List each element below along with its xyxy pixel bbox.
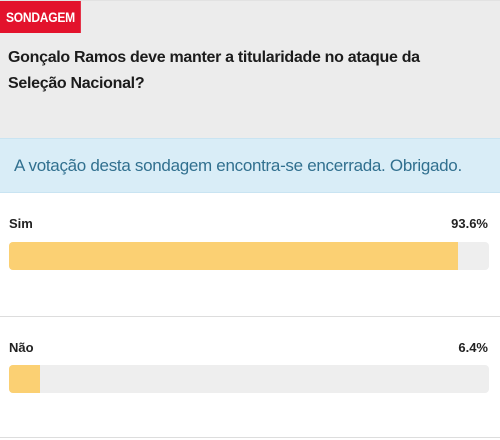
- poll-option-nao: Não 6.4%: [0, 318, 500, 438]
- poll-question: Gonçalo Ramos deve manter a titularidade…: [8, 49, 420, 92]
- poll-option-percent: 6.4%: [458, 340, 488, 355]
- poll-header: SONDAGEM Gonçalo Ramos deve manter a tit…: [0, 0, 500, 138]
- poll-closed-notice-text: A votação desta sondagem encontra-se enc…: [14, 156, 462, 175]
- poll-option-label: Sim: [9, 216, 33, 231]
- poll-result-bar-fill: [9, 365, 40, 393]
- poll-result-bar-fill: [9, 242, 459, 270]
- poll-closed-notice: A votação desta sondagem encontra-se enc…: [0, 138, 500, 193]
- poll-result-bar-track: [9, 365, 489, 393]
- poll-option-label: Não: [9, 340, 34, 355]
- poll-result-bar-track: [9, 242, 489, 270]
- poll-badge: SONDAGEM: [0, 1, 81, 33]
- poll-option-sim: Sim 93.6%: [0, 194, 500, 317]
- poll-option-percent: 93.6%: [451, 216, 488, 231]
